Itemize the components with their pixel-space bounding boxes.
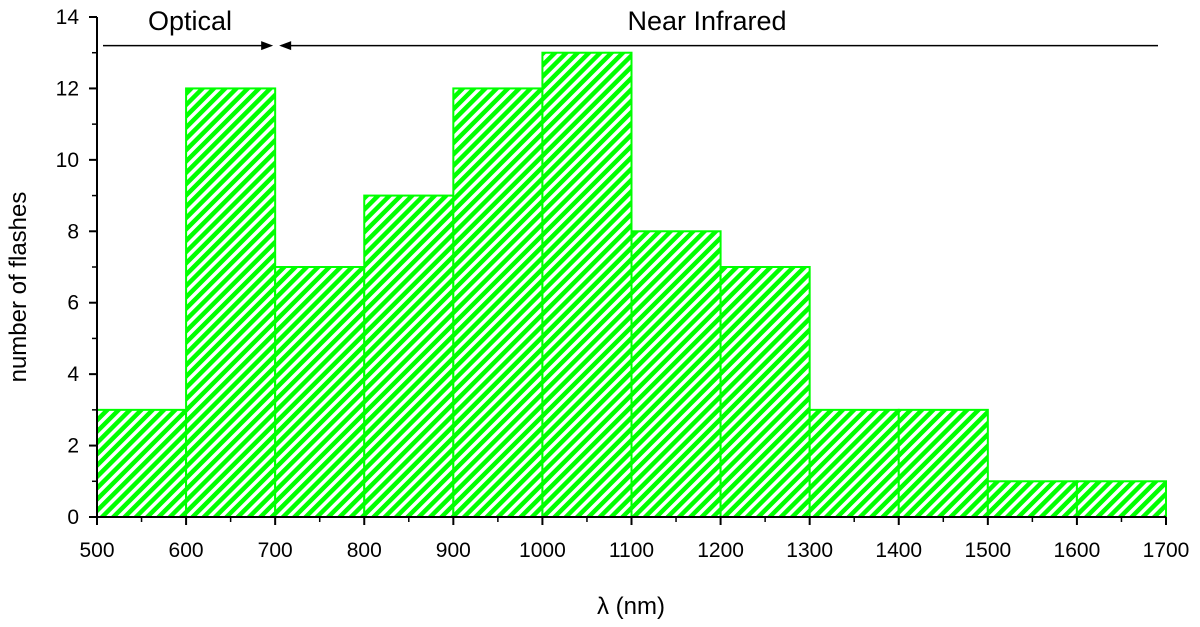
y-tick-label-0: 0 — [67, 506, 79, 529]
bar-1400 — [897, 408, 989, 519]
x-tick-label-600: 600 — [169, 539, 204, 562]
x-axis-title: λ (nm) — [597, 593, 665, 620]
bar-800 — [363, 194, 455, 518]
x-tick-label-1700: 1700 — [1143, 539, 1190, 562]
y-tick-label-8: 8 — [67, 220, 79, 243]
bar-700 — [274, 266, 366, 518]
x-tick-label-1100: 1100 — [609, 539, 654, 562]
y-tick-label-2: 2 — [67, 435, 79, 458]
y-tick-label-12: 12 — [56, 77, 79, 100]
bar-900 — [452, 87, 544, 519]
bar-1000 — [541, 51, 633, 518]
y-tick-label-6: 6 — [67, 292, 79, 315]
near-infrared-label: Near Infrared — [627, 6, 786, 36]
axes-group: 500 600 700 800 900 1000 1100 1200 1300 1400 1500 1… — [56, 6, 1190, 562]
y-tick-label-14: 14 — [56, 6, 80, 29]
x-tick-label-800: 800 — [347, 539, 382, 562]
bar-1200 — [719, 266, 811, 518]
bar-500 — [96, 408, 188, 519]
y-tick-label-4: 4 — [67, 363, 79, 386]
bars-group — [96, 51, 1167, 519]
bar-1500 — [986, 480, 1078, 518]
x-tick-label-1300: 1300 — [786, 539, 833, 562]
y-tick-label-10: 10 — [56, 149, 79, 172]
x-tick-label-1200: 1200 — [697, 539, 744, 562]
y-axis-title: number of flashes — [5, 192, 32, 383]
x-tick-label-1400: 1400 — [875, 539, 922, 562]
optical-arrowhead — [261, 41, 274, 51]
x-tick-label-500: 500 — [79, 539, 114, 562]
near-infrared-arrowhead — [279, 41, 292, 51]
x-tick-label-1000: 1000 — [519, 539, 566, 562]
bar-600 — [185, 87, 277, 519]
x-tick-label-1500: 1500 — [964, 539, 1011, 562]
optical-label: Optical — [148, 6, 232, 36]
bar-1600 — [1075, 480, 1167, 518]
annotations-group — [103, 41, 1158, 51]
bar-1100 — [630, 230, 722, 519]
x-tick-label-1600: 1600 — [1054, 539, 1101, 562]
x-tick-label-700: 700 — [258, 539, 293, 562]
x-tick-label-900: 900 — [436, 539, 471, 562]
bar-1300 — [808, 408, 900, 519]
